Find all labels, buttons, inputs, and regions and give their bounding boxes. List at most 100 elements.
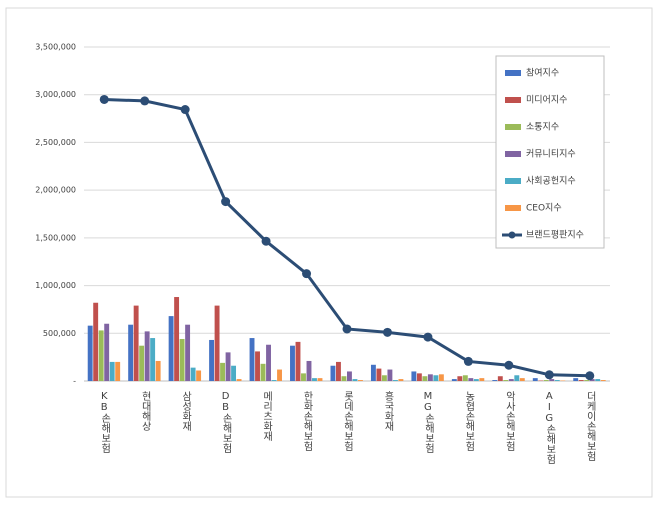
bar [392, 380, 398, 381]
marker [342, 324, 352, 334]
bar [225, 352, 231, 381]
bar [411, 371, 417, 381]
bar [295, 341, 301, 381]
bar [514, 375, 520, 381]
bar [492, 380, 498, 381]
marker [463, 356, 473, 366]
bar [98, 330, 104, 381]
bar [497, 376, 503, 381]
x-tick-label: 흥국화재 [382, 390, 394, 432]
y-tick-label: 2,000,000 [35, 186, 76, 195]
bar [93, 302, 99, 381]
bar [301, 373, 306, 381]
y-tick-label: 1,500,000 [35, 233, 76, 242]
bar [231, 365, 237, 381]
legend-swatch [505, 70, 521, 76]
legend-label: 브랜드평판지수 [526, 230, 584, 241]
y-tick-label: 1,000,000 [35, 281, 76, 290]
marker [99, 94, 109, 104]
bar [427, 374, 433, 381]
bar [376, 368, 382, 381]
marker [180, 105, 190, 115]
x-tick-label: 더케이손해보험 [584, 391, 596, 461]
bar [317, 378, 323, 381]
bar [479, 378, 485, 381]
legend-label: 참여지수 [526, 67, 559, 79]
bar [352, 379, 358, 381]
x-tick-label: MG손해보험 [422, 391, 434, 453]
marker [140, 96, 150, 106]
bar [543, 380, 549, 381]
bar [260, 363, 266, 381]
bar [508, 379, 514, 381]
marker [261, 236, 271, 246]
x-tick-label: 한화손해보험 [301, 391, 313, 451]
marker [585, 371, 595, 381]
legend-marker [508, 231, 516, 239]
bar [358, 380, 363, 381]
bar [133, 305, 139, 381]
bar [381, 375, 387, 381]
bar [312, 378, 317, 381]
bar [370, 364, 376, 381]
bar [578, 380, 584, 381]
bar [473, 379, 479, 381]
bar [236, 379, 242, 381]
marker [544, 370, 554, 380]
bar [438, 374, 444, 381]
x-tick-label: 현대해상 [139, 391, 151, 431]
bar [416, 373, 422, 381]
legend-swatch [505, 124, 521, 130]
bar [600, 380, 606, 381]
bar [330, 365, 336, 381]
bar [589, 379, 595, 381]
bar [150, 338, 156, 381]
bar [451, 379, 457, 381]
y-tick-label: 3,500,000 [35, 43, 76, 52]
bar [139, 345, 145, 381]
legend-label: 미디어지수 [526, 95, 567, 106]
bar [433, 375, 439, 381]
bar [347, 371, 352, 381]
bar [290, 345, 295, 381]
y-tick-label: 3,000,000 [35, 90, 76, 99]
legend-swatch [505, 97, 521, 103]
x-tick-label: KB손해보험 [99, 391, 111, 453]
legend-swatch [505, 151, 521, 157]
bar [174, 297, 180, 381]
marker [221, 197, 231, 207]
legend-label: CEO지수 [526, 203, 562, 214]
bar [209, 339, 215, 381]
marker [302, 269, 312, 279]
bar [144, 331, 150, 381]
y-tick-label: 2,500,000 [35, 138, 76, 147]
marker [423, 332, 433, 342]
bar [214, 305, 220, 381]
bar [422, 376, 428, 381]
bar [554, 380, 560, 381]
bar [573, 378, 579, 381]
bar [277, 369, 282, 381]
x-tick-label: DB손해보험 [220, 391, 232, 453]
bar [220, 362, 226, 381]
bar [549, 379, 555, 381]
bar [457, 376, 463, 381]
bar [503, 380, 509, 381]
y-tick-label: 500,000 [43, 329, 76, 338]
y-tick-label: - [73, 377, 76, 386]
bar [249, 338, 255, 381]
bar [104, 323, 110, 381]
legend-swatch [505, 178, 521, 184]
x-tick-label: 롯데손해보험 [342, 391, 354, 451]
bar [341, 376, 347, 381]
bar [336, 361, 341, 381]
bar [595, 379, 601, 381]
legend-label: 사회공헌지수 [526, 176, 576, 187]
bar [115, 361, 121, 381]
bar [87, 325, 93, 381]
legend-label: 소통지수 [526, 122, 559, 133]
bar [196, 370, 202, 381]
bar [109, 361, 115, 381]
bar [462, 375, 468, 381]
